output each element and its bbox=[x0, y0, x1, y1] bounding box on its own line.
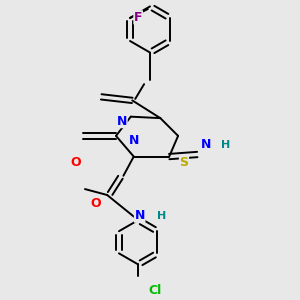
Text: O: O bbox=[71, 156, 81, 169]
Text: H: H bbox=[157, 211, 167, 221]
Text: N: N bbox=[117, 115, 127, 128]
Text: O: O bbox=[90, 197, 101, 210]
Text: N: N bbox=[129, 134, 139, 147]
Text: H: H bbox=[221, 140, 230, 150]
Text: F: F bbox=[134, 11, 142, 24]
Text: Cl: Cl bbox=[148, 284, 162, 297]
Text: S: S bbox=[179, 156, 188, 169]
Text: N: N bbox=[134, 209, 145, 222]
Text: N: N bbox=[201, 138, 211, 151]
